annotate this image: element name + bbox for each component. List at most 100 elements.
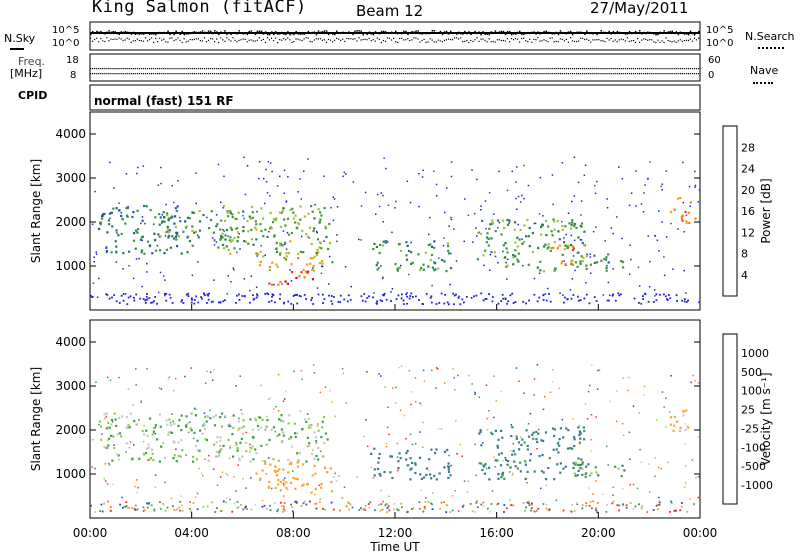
noise-sky-point xyxy=(417,30,419,32)
ground-mark xyxy=(484,298,487,300)
speckle-mark xyxy=(173,389,175,392)
speckle-mark xyxy=(523,392,525,394)
ground-mark xyxy=(315,502,318,505)
region-6-cell xyxy=(491,221,494,225)
region-6-cell xyxy=(485,241,488,244)
region-6-cell xyxy=(504,256,507,259)
region-6-cell xyxy=(541,224,544,227)
speckle-mark xyxy=(612,232,614,235)
speckle-mark xyxy=(559,292,561,294)
region-0-cell xyxy=(313,431,316,434)
noise-search-point xyxy=(476,37,478,39)
ground-mark xyxy=(148,297,151,299)
region-0-cell xyxy=(205,439,209,442)
region-2-cell xyxy=(219,238,222,241)
region-1-cell xyxy=(221,236,224,239)
nave-point xyxy=(401,73,403,75)
speckle-mark xyxy=(454,490,456,492)
ground-mark xyxy=(427,501,430,504)
region-1-cell xyxy=(276,469,279,472)
ground-mark xyxy=(111,296,113,299)
ground-mark xyxy=(593,296,596,298)
region-2-cell xyxy=(406,449,409,452)
region-0-cell xyxy=(297,459,300,462)
ground-mark xyxy=(339,301,342,304)
region-0-cell xyxy=(256,424,260,428)
ytick-label: 1000 xyxy=(55,259,86,273)
ground-mark xyxy=(328,294,330,297)
speckle-mark xyxy=(585,282,587,284)
nave-point xyxy=(437,73,439,75)
speckle-mark xyxy=(308,237,310,239)
ground-mark xyxy=(698,301,701,304)
region-2-cell xyxy=(233,236,236,240)
noise-sky-point xyxy=(193,31,196,33)
speckle-mark xyxy=(264,254,266,256)
power-panel-frame xyxy=(89,111,701,311)
region-0-cell xyxy=(173,454,176,457)
nave-point xyxy=(98,73,100,75)
noise-search-point xyxy=(456,37,458,39)
freq-point xyxy=(407,68,409,70)
speckle-mark xyxy=(390,291,392,293)
speckle-mark xyxy=(630,258,632,261)
noise-search-point xyxy=(502,39,504,42)
ground-mark xyxy=(383,292,386,295)
noise-sky-point xyxy=(114,31,116,33)
region-8-cell xyxy=(593,261,596,264)
region-2-cell xyxy=(329,242,332,245)
speckle-mark xyxy=(596,180,598,183)
noise-sky-point xyxy=(521,33,523,36)
ground-mark xyxy=(606,299,609,302)
region-0-cell xyxy=(232,414,235,417)
region-6-cell xyxy=(582,256,585,259)
speckle-mark xyxy=(141,216,144,218)
region-3-cell xyxy=(564,465,567,468)
noise-search-point xyxy=(645,38,647,40)
region-1-cell xyxy=(169,216,173,220)
noise-search-point xyxy=(90,37,92,39)
region-6-cell xyxy=(518,238,521,241)
freq-point xyxy=(364,68,366,70)
speckle-mark xyxy=(565,233,567,236)
ground-mark xyxy=(203,292,205,295)
region-1-cell xyxy=(289,481,293,484)
noise-sky-point xyxy=(405,30,407,33)
nave-point xyxy=(610,73,612,75)
speckle-mark xyxy=(406,292,408,294)
ground-mark xyxy=(376,300,378,303)
freq-point xyxy=(423,68,425,70)
speckle-mark xyxy=(245,431,248,434)
speckle-mark xyxy=(312,267,314,269)
noise-search-point xyxy=(297,38,299,40)
speckle-mark xyxy=(642,211,645,213)
region-0-cell xyxy=(288,437,291,440)
noise-search-point xyxy=(254,40,256,42)
region-1-cell xyxy=(171,216,174,219)
speckle-mark xyxy=(510,450,512,452)
nave-point xyxy=(299,73,301,75)
freq-point xyxy=(401,68,403,70)
region-3-cell xyxy=(579,432,582,435)
speckle-mark xyxy=(586,418,589,420)
noise-search-point xyxy=(693,37,696,39)
region-3-cell xyxy=(553,428,556,431)
region-3-cell xyxy=(514,465,517,468)
noise-search-point xyxy=(622,39,624,41)
region-3-cell xyxy=(321,262,324,265)
region-1-cell xyxy=(331,490,334,493)
speckle-mark xyxy=(109,161,111,164)
region-2-cell xyxy=(373,468,376,471)
region-0-cell xyxy=(324,432,328,435)
speckle-mark xyxy=(164,294,166,297)
freq-point xyxy=(212,68,214,70)
speckle-mark xyxy=(94,467,96,470)
nave-point xyxy=(92,73,94,75)
freq-point xyxy=(639,68,641,70)
region-0-cell xyxy=(314,436,318,439)
region-7-cell xyxy=(571,263,575,266)
freq-point xyxy=(653,68,655,70)
nave-point xyxy=(492,73,494,75)
region-4-cell xyxy=(581,467,584,470)
speckle-mark xyxy=(331,401,333,403)
